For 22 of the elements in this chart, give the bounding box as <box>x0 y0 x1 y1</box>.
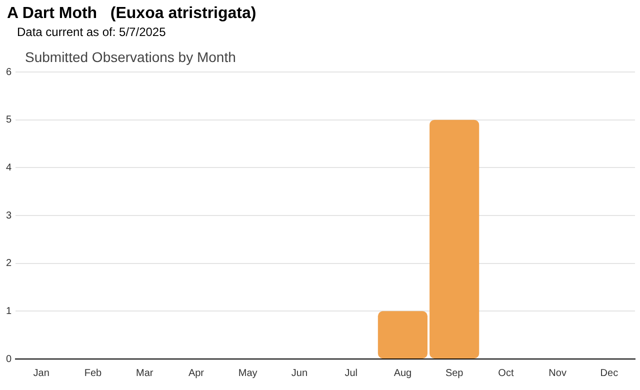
y-tick-label: 3 <box>6 210 12 222</box>
x-tick-label: Aug <box>394 368 412 379</box>
x-tick-label: Jul <box>344 368 358 379</box>
x-tick-label: Jan <box>33 368 50 379</box>
x-tick-label: May <box>238 368 258 379</box>
y-tick-label: 4 <box>6 162 12 174</box>
x-tick-label: Mar <box>136 368 154 379</box>
x-tick-label: Oct <box>498 368 514 379</box>
x-tick-label: Apr <box>188 368 205 379</box>
y-tick-label: 5 <box>6 114 12 126</box>
chart-subtitle: Data current as of: 5/7/2025 <box>17 25 166 39</box>
x-tick-label: Feb <box>84 368 102 379</box>
y-tick-label: 1 <box>6 306 12 317</box>
y-tick-label: 2 <box>6 258 12 270</box>
text: Submitted Observations by Month <box>25 49 236 65</box>
x-tick-label: Dec <box>600 368 618 379</box>
y-tick-label: 6 <box>6 66 12 78</box>
x-tick-label: Sep <box>445 368 464 379</box>
x-tick-label: Jun <box>291 368 308 379</box>
chart-title: A Dart Moth (Euxoa atristrigata) <box>7 5 256 23</box>
x-tick-label: Nov <box>548 368 566 379</box>
y-tick-label: 0 <box>6 354 12 365</box>
